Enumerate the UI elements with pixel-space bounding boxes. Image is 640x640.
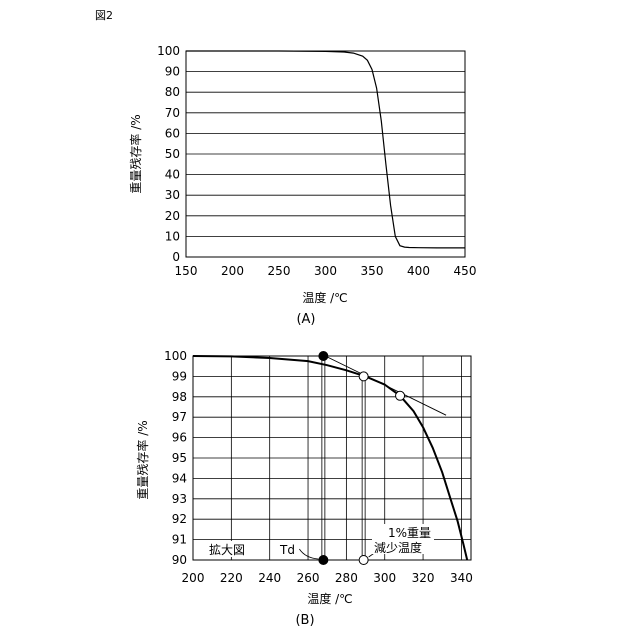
chart-b-xlabel: 温度 /℃ [307, 591, 352, 606]
chart-b-x-tick-label: 340 [450, 571, 473, 585]
chart-b: 90 91 92 93 94 95 96 97 98 99 100 200 220 240 260 280 3… [135, 349, 473, 628]
chart-a-x-ticks: 150 200 250 300 350 400 450 [175, 264, 477, 278]
chart-b-y-tick-label: 91 [172, 533, 187, 547]
chart-b-x-ticks: 200 220 240 260 280 300 320 340 [182, 571, 473, 585]
chart-a-x-tick-label: 200 [221, 264, 244, 278]
chart-a-x-tick-label: 150 [175, 264, 198, 278]
chart-a-x-tick-label: 400 [407, 264, 430, 278]
chart-b-x-tick-label: 320 [412, 571, 435, 585]
chart-b-y-tick-label: 96 [172, 431, 187, 445]
chart-a-y-tick-label: 40 [165, 168, 180, 182]
chart-a-y-tick-label: 0 [172, 250, 180, 264]
chart-b-y-tick-label: 92 [172, 512, 187, 526]
chart-a-y-ticks: 0 10 20 30 40 50 60 70 80 90 100 [157, 44, 180, 264]
one-pct-marker-axis [359, 556, 368, 565]
chart-b-y-tick-label: 90 [172, 553, 187, 567]
one-pct-label-line1: 1%重量 [388, 526, 431, 540]
chart-a-x-tick-label: 450 [454, 264, 477, 278]
chart-a-y-tick-label: 50 [165, 147, 180, 161]
chart-b-y-tick-label: 98 [172, 390, 187, 404]
chart-b-x-tick-label: 300 [373, 571, 396, 585]
chart-a-xlabel: 温度 /℃ [302, 290, 347, 305]
chart-b-y-tick-label: 97 [172, 410, 187, 424]
one-pct-marker-curve [359, 372, 368, 381]
chart-b-x-tick-label: 220 [220, 571, 243, 585]
chart-a-y-tick-label: 60 [165, 126, 180, 140]
chart-b-ylabel: 重量残存率 /% [135, 420, 150, 499]
chart-a-y-tick-label: 90 [165, 65, 180, 79]
chart-a-y-tick-label: 80 [165, 85, 180, 99]
chart-a: 0 10 20 30 40 50 60 70 80 90 100 150 200 250 300 350 40… [128, 44, 476, 327]
chart-a-grid [186, 72, 465, 237]
chart-b-y-tick-label: 94 [172, 471, 187, 485]
chart-b-y-tick-label: 95 [172, 451, 187, 465]
chart-b-x-tick-label: 280 [335, 571, 358, 585]
chart-b-y-ticks: 90 91 92 93 94 95 96 97 98 99 100 [164, 349, 187, 567]
figure-label: 図2 [95, 9, 113, 22]
td-marker-axis [318, 555, 328, 565]
chart-b-y-tick-label: 99 [172, 369, 187, 383]
inset-label: 拡大図 [209, 543, 245, 557]
chart-b-x-tick-label: 200 [182, 571, 205, 585]
chart-b-caption: (B) [295, 613, 314, 628]
chart-b-x-tick-label: 240 [258, 571, 281, 585]
chart-b-y-tick-label: 93 [172, 492, 187, 506]
chart-a-y-tick-label: 70 [165, 106, 180, 120]
chart-a-y-tick-label: 20 [165, 209, 180, 223]
chart-a-x-tick-label: 350 [361, 264, 384, 278]
chart-a-ylabel: 重量残存率 /% [128, 114, 143, 193]
td-marker-top [318, 351, 328, 361]
two-pct-marker-curve [396, 391, 405, 400]
one-pct-label-line2: 減少温度 [374, 540, 422, 555]
chart-a-y-tick-label: 30 [165, 188, 180, 202]
td-leader-line [299, 549, 318, 559]
chart-b-x-tick-label: 260 [297, 571, 320, 585]
chart-a-x-tick-label: 250 [268, 264, 291, 278]
chart-a-y-tick-label: 10 [165, 229, 180, 243]
chart-a-caption: (A) [296, 312, 315, 327]
chart-a-y-tick-label: 100 [157, 44, 180, 58]
chart-a-x-tick-label: 300 [314, 264, 337, 278]
chart-b-y-tick-label: 100 [164, 349, 187, 363]
td-label: Td [279, 543, 295, 557]
chart-a-series-line [186, 51, 465, 248]
